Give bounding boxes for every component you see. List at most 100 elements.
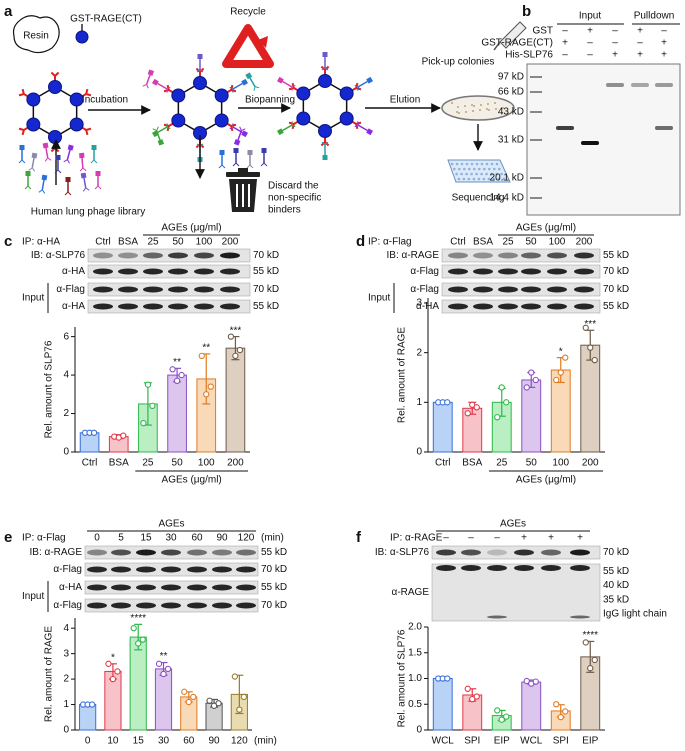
plate-well (463, 167, 466, 171)
resin-bead (339, 111, 354, 126)
lane-label: 5 (118, 533, 124, 544)
phage (232, 148, 240, 167)
ladder-band (530, 197, 542, 199)
significance: * (111, 652, 115, 663)
phage-fiber (38, 189, 43, 193)
resin-bead (214, 88, 229, 103)
data-point (236, 346, 244, 354)
phage-tail (358, 80, 368, 88)
phage-fiber (321, 66, 326, 71)
phage-fiber (321, 141, 326, 146)
lane-label: 25 (147, 237, 159, 248)
data-point (587, 344, 594, 351)
trash-lid (226, 172, 260, 177)
phage-head (80, 172, 87, 179)
plate-well (490, 172, 493, 176)
significance: ** (160, 651, 168, 662)
lane-sign: – (587, 38, 593, 49)
colony (479, 109, 481, 111)
plate-well (487, 177, 491, 181)
lane-sign: + (637, 50, 643, 61)
phage-head (197, 54, 203, 59)
data-point (582, 639, 589, 646)
lane-label: 30 (165, 533, 177, 544)
blot-band (136, 566, 156, 573)
phage-head (233, 148, 239, 153)
ladder-band (530, 91, 542, 93)
phage-tail (358, 124, 368, 132)
phage-fiber (253, 86, 256, 91)
data-point (240, 693, 248, 701)
gel-band (556, 126, 574, 130)
blot-band (87, 549, 107, 556)
phage-fiber (41, 189, 46, 194)
bar (521, 379, 542, 453)
lane-sign: + (562, 38, 568, 49)
data-point (227, 333, 235, 340)
blot-band (521, 286, 541, 293)
data-point (169, 366, 176, 373)
blot-band (461, 565, 481, 571)
blot-band (168, 268, 188, 275)
data-point (494, 707, 501, 714)
phage-fiber (24, 185, 29, 190)
phage-fiber (94, 185, 99, 190)
phage (245, 72, 260, 91)
phage-head (322, 155, 328, 160)
plate-well (460, 172, 463, 176)
colony (502, 107, 504, 109)
blot-band (161, 602, 181, 609)
panel-label: e (4, 529, 12, 546)
plate-well (502, 177, 506, 181)
blot-band (473, 286, 493, 293)
data-point (114, 668, 121, 675)
step-label: Elution (390, 95, 421, 106)
significance: **** (130, 613, 146, 624)
lane-label: 15 (140, 533, 152, 544)
data-point (206, 697, 213, 704)
group-label: Input (579, 11, 601, 22)
input-label: Input (22, 591, 44, 602)
x-tick-label: 200 (582, 458, 599, 469)
y-tick-label: 0 (63, 725, 69, 736)
phage (246, 150, 254, 169)
blot-band (93, 286, 113, 293)
data-point (88, 701, 96, 708)
blot-band (143, 268, 163, 275)
data-point (469, 695, 476, 703)
phage (151, 78, 171, 93)
phage-tail (41, 179, 45, 190)
step-label: Biopanning (245, 95, 295, 106)
plate-well (485, 162, 489, 166)
blot-strip (431, 563, 601, 622)
phage-head (95, 171, 101, 176)
phage-fiber (263, 162, 268, 167)
blot-band (473, 268, 493, 275)
blot-band (448, 286, 468, 293)
treatment-label: AGEs (μg/ml) (516, 223, 576, 234)
phage (229, 123, 249, 138)
phage-head (65, 177, 71, 182)
colony (464, 105, 466, 107)
data-point (210, 702, 218, 709)
x-axis-title: (min) (254, 736, 277, 747)
data-point (173, 377, 181, 384)
data-point (464, 410, 471, 417)
antibody-label: α-Flag (410, 266, 439, 277)
lane-label: 60 (191, 533, 203, 544)
blot-band (161, 584, 181, 591)
phage-fiber (232, 88, 235, 93)
y-axis-title: Rel. amount of SLP76 (397, 629, 408, 727)
plate-well (478, 167, 481, 171)
x-tick-label: 15 (133, 736, 145, 747)
phage-tail (282, 124, 292, 132)
plate-well (470, 172, 473, 176)
bait-link (21, 129, 25, 136)
phage (90, 145, 98, 164)
colony (471, 104, 473, 106)
marker-label: IgG light chain (603, 609, 667, 620)
phage-fiber (93, 159, 98, 164)
lane-label: 25 (502, 237, 514, 248)
